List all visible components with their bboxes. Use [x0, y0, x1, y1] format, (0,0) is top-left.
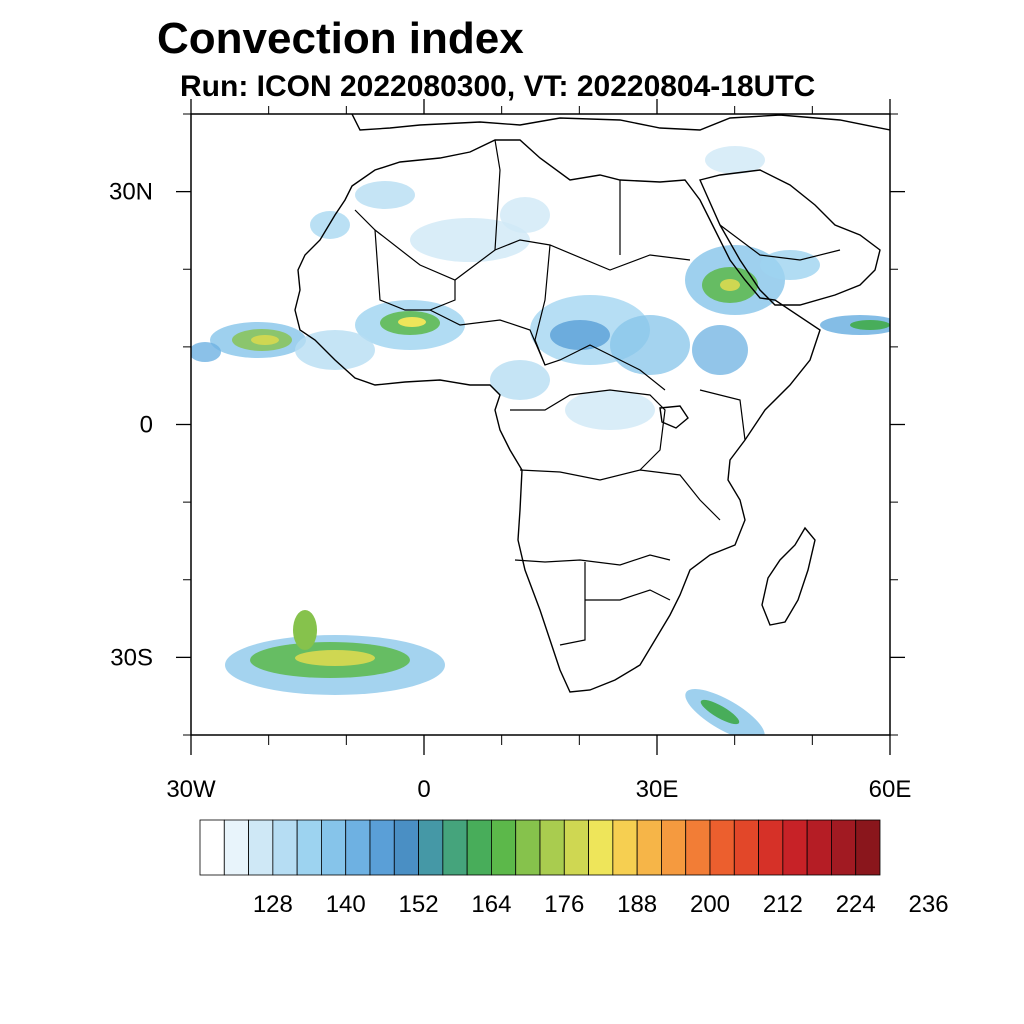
shade-chad-core — [550, 320, 610, 350]
shade-guinea — [295, 330, 375, 370]
lon-tick-label: 30W — [166, 776, 216, 803]
shade-ethiopia-peak — [720, 279, 740, 291]
coastlines — [294, 114, 890, 693]
convection-shading — [191, 146, 890, 735]
shade-congo — [565, 390, 655, 430]
shade-ethiopia-south — [692, 325, 748, 375]
map-axes: 30N 0 30S 30W 0 30E 60E — [109, 99, 911, 803]
lat-tick-label: 30N — [109, 179, 153, 206]
border-libya-chad — [494, 139, 501, 251]
lon-tick-label: 0 — [417, 776, 430, 803]
lon-tick-label: 60E — [869, 776, 912, 803]
country-borders — [354, 139, 841, 646]
colorbar-label: 236 — [909, 891, 949, 918]
colorbar-cell — [709, 819, 735, 876]
border-mali — [374, 229, 456, 311]
border-namibia — [559, 562, 586, 646]
colorbar-cell — [296, 819, 322, 876]
shade-south-atlantic-peak — [295, 650, 375, 666]
colorbar-cell — [442, 819, 468, 876]
lake-victoria — [659, 405, 689, 429]
colorbar-label: 128 — [253, 891, 293, 918]
shade-atlantic-west-peak — [251, 335, 279, 345]
colorbar-cell — [806, 819, 832, 876]
colorbar-label: 140 — [326, 891, 366, 918]
colorbar-cell — [369, 819, 395, 876]
lon-tick-label: 30E — [636, 776, 679, 803]
shade-sahara-central — [410, 218, 530, 262]
shade-indian-ocean-core — [700, 699, 740, 725]
border-east — [699, 389, 746, 441]
europe-coastline — [351, 114, 890, 131]
colorbar-cell — [831, 819, 857, 876]
chart-title: Convection index — [157, 14, 524, 63]
colorbar-cell — [588, 819, 614, 876]
colorbar-cell — [418, 819, 444, 876]
colorbar-cell — [782, 819, 808, 876]
shade-algeria — [355, 181, 415, 209]
colorbar-label: 224 — [836, 891, 876, 918]
shade-arabian-sea-core — [850, 320, 890, 330]
colorbar-label: 188 — [617, 891, 657, 918]
lat-tick-label: 0 — [140, 412, 153, 439]
colorbar-label: 200 — [690, 891, 730, 918]
shade-south-atlantic-tail — [293, 610, 317, 650]
chart-subtitle: Run: ICON 2022080300, VT: 20220804-18UTC — [180, 70, 816, 103]
border-botswana — [585, 589, 671, 601]
africa-coastline — [294, 139, 821, 693]
border-congo — [510, 389, 666, 471]
madagascar-coastline — [761, 526, 816, 626]
shade-morocco — [310, 211, 350, 239]
colorbar-cell — [272, 819, 298, 876]
colorbar-cell — [321, 819, 347, 876]
lat-tick-label: 30S — [110, 644, 153, 671]
colorbar-label: 176 — [544, 891, 584, 918]
arabia-coastline — [699, 169, 881, 306]
colorbar-cell — [248, 819, 274, 876]
colorbar-cell — [515, 819, 541, 876]
colorbar-cell — [393, 819, 419, 876]
shade-arabia — [760, 250, 820, 280]
border-nigeria — [429, 309, 546, 366]
border-south — [514, 554, 671, 566]
colorbar-cell — [661, 819, 687, 876]
shade-sahel-west-peak — [398, 317, 426, 327]
border-sudan — [534, 244, 666, 391]
colorbar-cell — [758, 819, 784, 876]
border-central — [519, 469, 721, 521]
colorbar: 128 140 152 164 176 188 200 212 224 236 — [199, 819, 949, 918]
shade-libya — [500, 197, 550, 233]
shade-atlantic-edge — [191, 342, 221, 362]
colorbar-cell — [733, 819, 759, 876]
shade-cameroon — [490, 360, 550, 400]
border-north-africa — [354, 209, 691, 281]
colorbar-label: 152 — [399, 891, 439, 918]
colorbar-cell — [685, 819, 711, 876]
shade-levant — [705, 146, 765, 174]
colorbar-cell — [636, 819, 662, 876]
shade-sudan-south — [610, 315, 690, 375]
colorbar-cell — [223, 819, 249, 876]
border-arabia — [719, 224, 841, 261]
colorbar-cell — [491, 819, 517, 876]
colorbar-cell — [855, 819, 881, 876]
colorbar-cell — [466, 819, 492, 876]
colorbar-cell — [563, 819, 589, 876]
colorbar-cell — [345, 819, 371, 876]
colorbar-label: 212 — [763, 891, 803, 918]
colorbar-cell — [612, 819, 638, 876]
colorbar-label: 164 — [471, 891, 511, 918]
colorbar-cell — [539, 819, 565, 876]
colorbar-cell — [199, 819, 225, 876]
